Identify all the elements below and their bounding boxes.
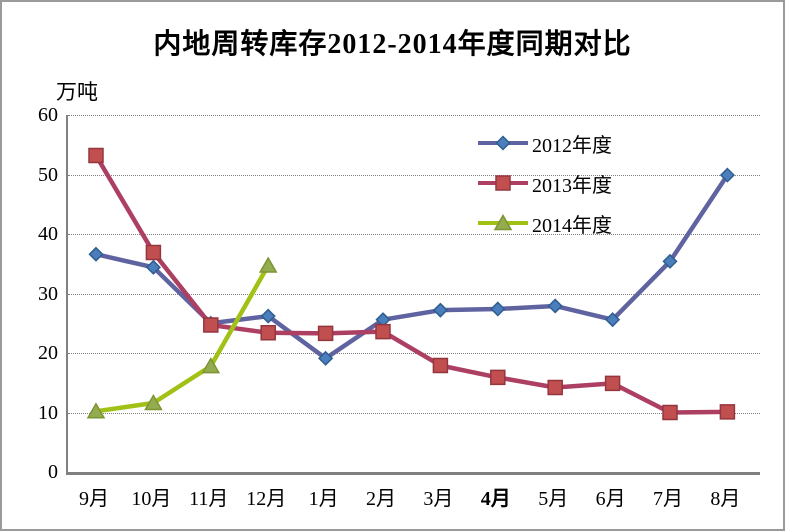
x-tick-label-9月: 9月	[79, 488, 109, 510]
square-marker-2013年度-4月	[490, 369, 506, 386]
triangle-marker-2014年度-11月	[201, 357, 221, 374]
square-marker-2013年度-1月	[317, 325, 334, 342]
y-tick-label-30: 30	[38, 282, 58, 305]
square-marker-2013年度-2月	[375, 323, 391, 340]
square-marker-2013年度-12月	[260, 325, 276, 341]
gridline-20	[68, 353, 760, 354]
y-tick-label-50: 50	[38, 163, 58, 186]
gridline-10	[68, 412, 760, 414]
x-tick-label-2月: 2月	[366, 488, 396, 510]
x-tick-label-7月: 7月	[653, 488, 683, 510]
square-marker-2013年度-9月	[88, 147, 104, 164]
square-marker-2013年度-5月	[547, 379, 563, 396]
triangle-marker-2014年度-12月	[258, 256, 278, 273]
x-tick-label-3月: 3月	[423, 488, 454, 510]
diamond-marker-2012年度-8月	[719, 167, 735, 183]
diamond-marker-2012年度-1月	[318, 350, 334, 366]
series-line-2014年度	[95, 264, 271, 414]
triangle-marker-2014年度-10月	[144, 393, 163, 411]
x-tick-label-5月: 5月	[538, 488, 569, 510]
series-layer	[86, 147, 736, 421]
x-tick-label-1月: 1月	[308, 488, 339, 510]
x-tick-label-6月: 6月	[595, 488, 626, 510]
square-marker-2013年度-11月	[203, 317, 219, 333]
y-tick-label-60: 60	[38, 104, 58, 126]
legend-label: 2012年度	[532, 134, 612, 157]
square-marker-2013年度-8月	[719, 404, 736, 420]
gridline-40	[68, 234, 760, 235]
x-tick-label-8月: 8月	[710, 488, 741, 510]
x-tick-label-10月: 10月	[131, 488, 172, 510]
diamond-marker-2012年度-4月	[490, 301, 506, 317]
y-tick-label-20: 20	[38, 342, 58, 364]
y-tick-label-10: 10	[38, 401, 58, 424]
square-legend-icon	[478, 175, 528, 191]
legend-item-2013年度: 2013年度	[478, 163, 612, 203]
legend-item-2014年度: 2014年度	[478, 203, 612, 243]
diamond-marker-2012年度-7月	[662, 253, 678, 269]
x-tick-label-4月: 4月	[480, 488, 511, 510]
triangle-legend-icon	[478, 214, 528, 231]
diamond-marker-2012年度-3月	[432, 302, 448, 318]
square-marker-2013年度-10月	[145, 244, 162, 261]
series-line-2013年度	[94, 154, 728, 415]
plot-area	[66, 115, 760, 475]
chart-title: 内地周转库存2012-2014年度同期对比	[153, 29, 632, 60]
y-tick-label-0: 0	[48, 461, 58, 483]
legend-label: 2013年度	[532, 174, 612, 197]
diamond-marker-2012年度-10月	[145, 259, 161, 275]
x-tick-label-11月: 11月	[189, 488, 229, 510]
square-marker-2013年度-6月	[604, 375, 621, 392]
legend-label: 2014年度	[532, 214, 612, 237]
x-tick-label-12月: 12月	[246, 488, 287, 510]
y-tick-label-40: 40	[38, 223, 58, 245]
diamond-marker-2012年度-12月	[260, 308, 276, 324]
diamond-marker-2012年度-5月	[547, 298, 563, 314]
gridline-60	[68, 115, 760, 116]
square-marker-2013年度-3月	[432, 357, 449, 374]
legend-item-2012年度: 2012年度	[478, 123, 612, 163]
gridline-50	[68, 174, 760, 176]
y-axis-unit-label: 万吨	[56, 80, 98, 104]
diamond-legend-icon	[478, 135, 528, 151]
series-line-2012年度	[95, 173, 730, 361]
triangle-marker-2014年度-9月	[86, 402, 106, 419]
gridline-30	[68, 293, 760, 295]
square-marker-2013年度-7月	[662, 404, 678, 421]
legend: 2012年度 2013年度 2014年度	[478, 123, 612, 243]
diamond-marker-2012年度-9月	[88, 246, 104, 262]
diamond-marker-2012年度-6月	[605, 312, 621, 328]
